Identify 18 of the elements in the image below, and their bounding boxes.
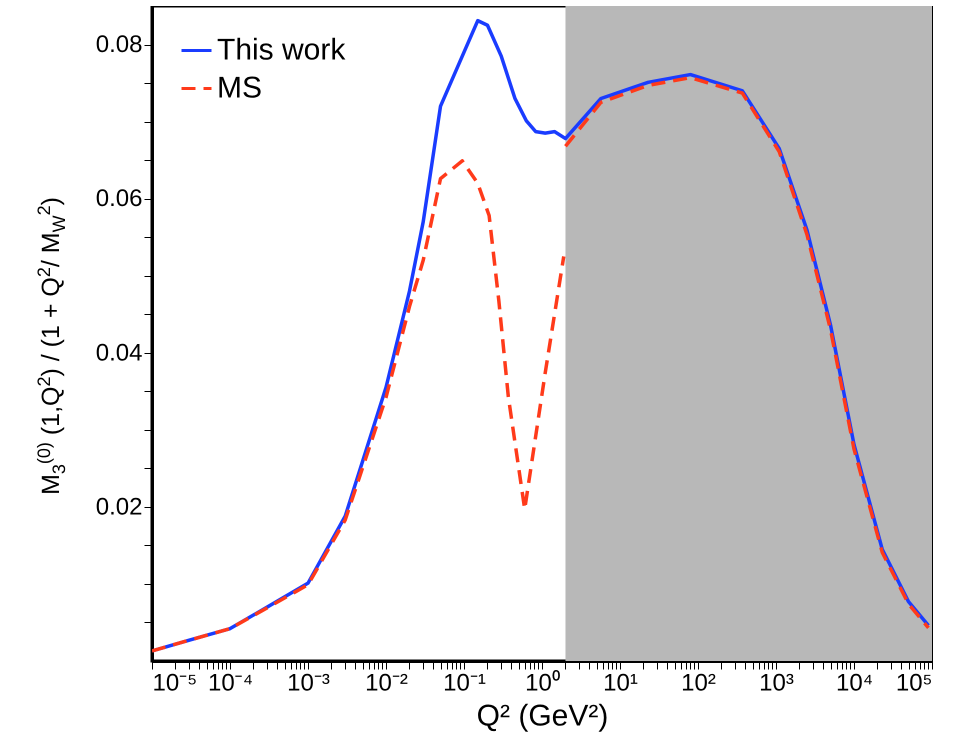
x-tick-label: 10⁻² xyxy=(365,670,408,696)
x-tick-label: 10⁻³ xyxy=(287,670,330,696)
x-tick-label: 10⁴ xyxy=(836,670,874,696)
x-tick-label: 10⁻⁴ xyxy=(208,670,254,696)
x-tick-label: 10⁻¹ xyxy=(443,670,486,696)
y-tick-label: 0.02 xyxy=(96,493,142,520)
x-tick-label: 10¹ xyxy=(603,670,638,696)
x-tick-label: 10² xyxy=(681,670,716,696)
x-axis-title: Q² (GeV²) xyxy=(476,700,608,732)
legend-label: This work xyxy=(217,34,346,66)
y-tick-label: 0.08 xyxy=(96,31,142,58)
x-tick-label: 10⁰ xyxy=(525,670,560,696)
y-tick-label: 0.06 xyxy=(96,185,142,212)
x-tick-label: 10⁻⁵ xyxy=(152,670,198,696)
x-tick-label: 10⁵ xyxy=(896,670,932,696)
y-tick-label: 0.04 xyxy=(96,339,142,366)
legend-label: MS xyxy=(217,72,262,104)
x-tick-label: 10³ xyxy=(759,670,794,696)
